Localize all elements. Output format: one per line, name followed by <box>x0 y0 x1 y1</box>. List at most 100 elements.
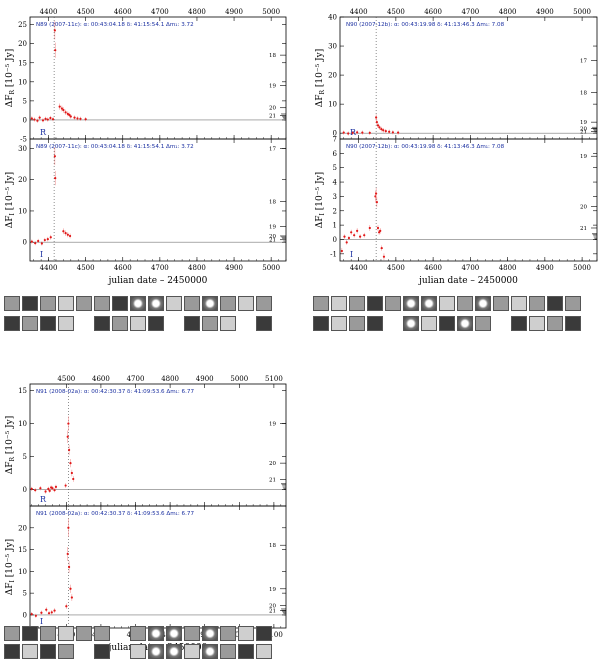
x-tick-label-top: 4700 <box>151 8 169 16</box>
x-tick-label-top: 4900 <box>196 375 214 383</box>
data-point <box>54 177 57 180</box>
stamp-thumbnail <box>529 316 545 331</box>
data-point <box>380 128 383 131</box>
x-axis-label: julian date – 2450000 <box>108 276 208 286</box>
data-point <box>34 614 37 617</box>
stamp-thumbnail <box>22 644 38 659</box>
mag-tick-label: 17 <box>580 59 587 65</box>
mag-tick-label: 19 <box>580 120 587 126</box>
data-point <box>64 484 67 487</box>
stamp-thumbnail <box>385 296 401 311</box>
y-tick-label: 4 <box>333 179 338 187</box>
data-point <box>69 587 72 590</box>
y-axis-label: ΔFR [10⁻⁵ Jy] <box>315 49 326 108</box>
y-tick-label: 30 <box>18 145 27 153</box>
data-point <box>49 236 52 239</box>
stamp-thumbnail <box>130 316 146 331</box>
data-point <box>361 131 364 134</box>
mag-tick-label: 20 <box>269 234 276 240</box>
stamp-thumbnail <box>565 296 581 311</box>
x-tick-label-top: 4600 <box>114 8 132 16</box>
data-point <box>51 487 54 490</box>
data-point <box>368 226 371 230</box>
stamp-thumbnail <box>202 296 218 311</box>
x-tick-label-top: 5000 <box>573 8 591 16</box>
data-point <box>67 526 70 529</box>
y-axis-label: ΔFI [10⁻⁵ Jy] <box>5 172 16 228</box>
x-tick-label: 4400 <box>40 264 58 272</box>
data-point <box>72 477 75 481</box>
stamp-thumbnail <box>166 316 182 331</box>
data-point <box>53 489 56 492</box>
x-tick-label: 4700 <box>461 264 479 272</box>
data-point <box>65 605 68 608</box>
data-point <box>70 471 73 475</box>
x-tick-label-top: 4500 <box>77 8 95 16</box>
data-point <box>67 422 70 425</box>
data-point <box>30 487 33 490</box>
data-point <box>41 119 45 122</box>
data-point <box>66 112 69 115</box>
chart-n89: 4400 4500 4600 4700 4800 4900 5000 -5 0 5 10 15 20 25… <box>5 8 287 286</box>
stamp-thumbnail <box>403 296 419 311</box>
band-label: I <box>350 250 353 259</box>
mag-tick-label: 20 <box>580 204 587 210</box>
y-tick-label: 20 <box>18 524 27 532</box>
stamp-thumbnail <box>184 296 200 311</box>
stamps-n89-r <box>4 296 272 311</box>
stamp-thumbnail <box>4 316 20 331</box>
mag-tick-label: 19 <box>269 225 276 231</box>
data-point <box>53 29 56 32</box>
x-tick-label: 4600 <box>114 264 132 272</box>
data-point <box>44 490 47 493</box>
panel-n90-I: 4400 4500 4600 4700 4800 4900 5000 julian date … <box>315 136 598 286</box>
x-tick-label-top: 4700 <box>461 8 479 16</box>
x-tick-label: 4400 <box>350 264 368 272</box>
stamp-thumbnail <box>403 316 419 331</box>
data-point <box>363 234 366 237</box>
data-point <box>46 238 49 241</box>
mag-tick-label: 21 <box>269 478 276 484</box>
data-point <box>64 111 67 114</box>
x-tick-label-top: 4400 <box>40 8 58 16</box>
x-tick-label: 5000 <box>262 264 280 272</box>
data-point <box>347 236 351 240</box>
data-point <box>84 118 87 121</box>
stamps-n91-i <box>4 644 272 659</box>
stamp-thumbnail <box>385 316 401 331</box>
data-point <box>345 241 348 244</box>
y-tick-label: 10 <box>18 207 27 215</box>
data-point <box>70 596 73 599</box>
stamp-thumbnail <box>22 626 38 641</box>
band-label: R <box>40 495 47 504</box>
data-point <box>350 231 353 234</box>
data-point <box>60 107 64 110</box>
stamp-thumbnail <box>238 316 254 331</box>
data-point <box>44 117 47 120</box>
stamp-thumbnail <box>220 626 236 641</box>
panel-frame <box>339 16 598 140</box>
band-label: I <box>40 250 43 259</box>
data-point <box>54 485 58 488</box>
data-point <box>342 131 345 134</box>
stamp-thumbnail <box>112 626 128 641</box>
data-point <box>66 233 69 236</box>
data-point <box>379 229 382 232</box>
data-point <box>48 489 51 492</box>
stamp-thumbnail <box>493 296 509 311</box>
stamp-thumbnail <box>130 644 146 659</box>
data-point <box>388 130 391 133</box>
x-tick-label-top: 4500 <box>387 8 405 16</box>
y-tick-label: 40 <box>328 14 337 22</box>
stamp-thumbnail <box>94 644 110 659</box>
y-axis-label: ΔFI [10⁻⁵ Jy] <box>5 539 16 595</box>
stamp-thumbnail <box>331 316 347 331</box>
stamp-thumbnail <box>166 626 182 641</box>
data-point <box>376 124 380 127</box>
x-tick-label-top: 4600 <box>424 8 442 16</box>
stamp-thumbnail <box>439 316 455 331</box>
stamp-thumbnail <box>511 316 527 331</box>
panel-n89-R: 4400 4500 4600 4700 4800 4900 5000 -5 0 5 10 15 20 25… <box>5 8 287 144</box>
data-point <box>382 129 385 132</box>
data-point <box>30 240 33 243</box>
